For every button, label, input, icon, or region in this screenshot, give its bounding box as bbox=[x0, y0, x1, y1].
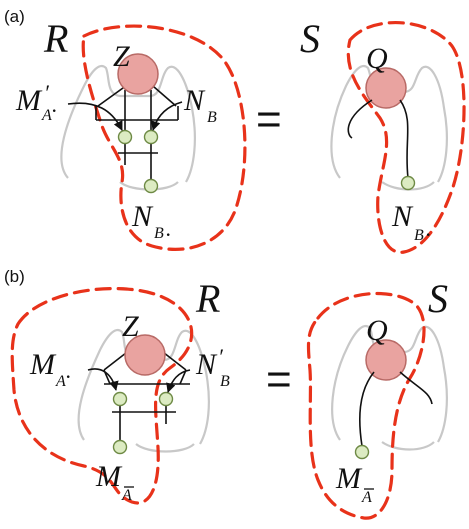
svg-text:M: M bbox=[15, 84, 43, 117]
panel-b-lhs-region-label: R bbox=[195, 276, 220, 321]
panel-a-lhs-region-label: R bbox=[43, 16, 68, 61]
svg-text:A: A bbox=[361, 489, 372, 506]
svg-text:N: N bbox=[391, 200, 414, 233]
svg-text:′: ′ bbox=[218, 344, 224, 369]
svg-text:M: M bbox=[29, 348, 57, 381]
panel-b-rhs-tensor bbox=[365, 339, 407, 381]
svg-text:.: . bbox=[166, 216, 172, 241]
panel-a-lhs-node bbox=[117, 129, 133, 145]
svg-text:.: . bbox=[52, 92, 58, 117]
svg-text:′: ′ bbox=[44, 80, 50, 105]
svg-text:N: N bbox=[183, 84, 206, 117]
panel-b-lhs-node bbox=[112, 391, 128, 407]
panel-a-rhs-tensor bbox=[365, 67, 407, 109]
panel-b-rhs-node bbox=[354, 444, 370, 460]
panel-a-lhs-out-label: N B . bbox=[131, 200, 172, 242]
svg-text:B: B bbox=[154, 225, 164, 242]
panel-b-label: (b) bbox=[4, 267, 25, 286]
panel-a-lhs-arrow bbox=[150, 101, 183, 131]
svg-text:.: . bbox=[66, 358, 72, 383]
panel-a-lhs-tensor-label: Z bbox=[113, 40, 130, 73]
svg-text:M: M bbox=[95, 460, 123, 493]
panel-b-rhs-region-label: S bbox=[428, 276, 448, 321]
svg-text:M: M bbox=[335, 462, 363, 495]
panel-b: (b) Z R M A . N ′ B M bbox=[4, 267, 448, 520]
panel-b-lhs-tensor-label: Z bbox=[122, 310, 139, 343]
panel-b-rhs-wire bbox=[358, 371, 375, 447]
panel-b-rhs-frame-base bbox=[381, 441, 435, 451]
panel-b-lhs-tensor bbox=[124, 334, 166, 376]
panel-b-lhs-in-left-label: M A . bbox=[29, 348, 72, 390]
svg-text:A: A bbox=[55, 373, 66, 390]
panel-a-equals: = bbox=[256, 95, 282, 144]
panel-a-lhs-in-right-label: N B bbox=[183, 84, 217, 126]
panel-b-lhs-arrow bbox=[166, 369, 191, 393]
panel-b-rhs-tensor-label: Q bbox=[366, 314, 388, 347]
panel-b-lhs-in-right-label: N ′ B bbox=[195, 344, 230, 390]
panel-a-rhs-region bbox=[346, 21, 466, 254]
svg-text:.: . bbox=[426, 216, 432, 241]
panel-a-rhs-node bbox=[400, 175, 416, 191]
panel-a-label: (a) bbox=[4, 7, 25, 26]
panel-a: (a) Z R M ′ A . N bbox=[4, 7, 466, 254]
panel-b-lhs-frame-base bbox=[135, 443, 195, 453]
panel-b-lhs-out-label: M A bbox=[95, 460, 134, 504]
panel-a-rhs-wire bbox=[347, 99, 373, 139]
panel-a-rhs-out-label: N B . bbox=[391, 200, 432, 244]
panel-a-lhs-region bbox=[81, 24, 247, 251]
svg-text:B: B bbox=[220, 373, 230, 390]
panel-a-rhs-tensor-label: Q bbox=[366, 42, 388, 75]
panel-a-rhs-wire bbox=[399, 99, 409, 179]
panel-a-lhs-in-left-label: M ′ A . bbox=[15, 80, 58, 124]
panel-b-rhs-out-label: M A bbox=[335, 462, 374, 506]
panel-b-rhs-wire bbox=[399, 371, 433, 405]
panel-a-lhs-frame bbox=[60, 64, 196, 183]
svg-text:A: A bbox=[41, 107, 52, 124]
panel-b-lhs-region bbox=[10, 286, 194, 505]
svg-text:N: N bbox=[195, 348, 218, 381]
svg-text:A: A bbox=[121, 487, 132, 504]
panel-a-rhs-region-label: S bbox=[300, 16, 320, 61]
svg-text:N: N bbox=[131, 200, 154, 233]
panel-b-lhs-node bbox=[112, 439, 128, 455]
svg-text:B: B bbox=[414, 227, 424, 244]
panel-b-lhs-wire bbox=[179, 369, 187, 385]
panel-b-lhs-arrow bbox=[87, 368, 119, 391]
panel-a-lhs-node bbox=[143, 178, 159, 194]
panel-b-equals: = bbox=[266, 355, 292, 404]
panel-a-lhs-tensor bbox=[117, 53, 159, 95]
panel-b-lhs-node bbox=[158, 391, 174, 407]
svg-text:B: B bbox=[207, 109, 217, 126]
panel-a-lhs-node bbox=[143, 129, 159, 145]
panel-a-lhs-arrow bbox=[67, 102, 123, 131]
panel-b-rhs-region bbox=[306, 291, 426, 520]
